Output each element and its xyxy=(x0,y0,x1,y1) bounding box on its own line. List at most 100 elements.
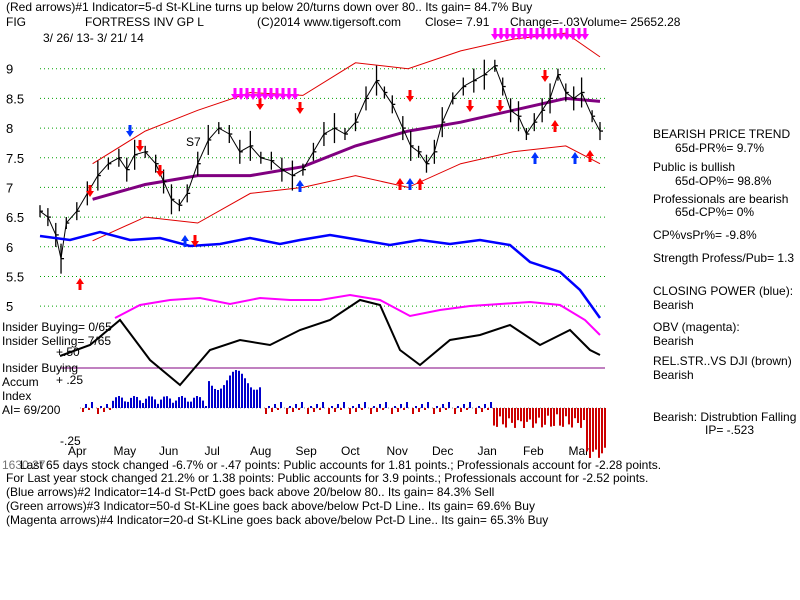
accum-bar xyxy=(232,371,234,408)
strength-ratio: Strength Profess/Pub= 1.3 xyxy=(653,251,795,265)
accum-bar xyxy=(400,404,402,408)
buy-arrow xyxy=(416,178,424,190)
accum-bar xyxy=(478,406,480,408)
accum-bar xyxy=(337,404,339,408)
accum-bar xyxy=(274,404,276,408)
accum-bar xyxy=(253,389,255,408)
accum-bar xyxy=(112,400,114,408)
accum-bar xyxy=(490,402,492,408)
accum-bar xyxy=(118,396,120,408)
footer-line-4: (Green arrows)#3 Indicator=50-d St-KLine… xyxy=(6,499,535,513)
accum-bar xyxy=(517,408,519,421)
signal-arrows xyxy=(76,28,594,290)
x-tick-label: Jul xyxy=(205,444,220,458)
sell-arrow xyxy=(497,28,505,40)
buy-arrow xyxy=(586,150,594,162)
buy-arrow xyxy=(551,120,559,132)
accum-bar xyxy=(358,404,360,408)
date-range: 3/ 26/ 13- 3/ 21/ 14 xyxy=(43,31,144,45)
insider-selling-ratio: Insider Selling= 7/65 xyxy=(2,334,112,348)
sell-arrow xyxy=(291,88,299,100)
sell-arrow xyxy=(249,88,257,100)
sell-arrow xyxy=(156,165,164,177)
sell-arrow xyxy=(243,88,251,100)
obv-value: Bearish xyxy=(653,334,694,348)
accum-bar xyxy=(121,397,123,408)
insider-buying-label: Insider Buying xyxy=(2,361,79,375)
public-status: Public is bullish xyxy=(653,160,736,174)
accum-bar xyxy=(151,396,153,408)
sell-arrow xyxy=(527,28,535,40)
distribution-status: Bearish: Distrubtion Falling xyxy=(653,410,797,424)
accum-bar xyxy=(244,378,246,408)
accum-bar xyxy=(526,408,528,422)
sell-arrow xyxy=(191,235,199,247)
accum-bar xyxy=(547,408,549,416)
accum-bar xyxy=(352,406,354,408)
accum-bar xyxy=(205,406,207,408)
plus-50-label: +.50 xyxy=(56,345,80,359)
accum-bar xyxy=(190,401,192,408)
pr-value: 65d-PR%= 9.7% xyxy=(675,141,765,155)
accum-bar xyxy=(298,408,300,410)
sell-arrow xyxy=(86,185,94,197)
accum-bar xyxy=(235,370,237,408)
sell-arrow xyxy=(296,102,304,114)
ai-label: AI= 69/200 xyxy=(2,403,61,417)
accum-bar xyxy=(256,389,258,408)
accum-bar xyxy=(592,408,594,452)
closing-power-line xyxy=(39,230,602,319)
accum-bar xyxy=(562,408,564,427)
accum-bar xyxy=(268,406,270,408)
accum-bar xyxy=(484,404,486,408)
accum-bar xyxy=(184,397,186,408)
footer-line-2: For Last year stock changed 21.2% or 1.3… xyxy=(6,471,649,485)
accum-bar xyxy=(559,408,561,426)
accum-bar xyxy=(316,404,318,408)
accum-bar xyxy=(571,408,573,428)
x-tick-label: Sep xyxy=(296,444,318,458)
buy-arrow xyxy=(76,278,84,290)
price-series xyxy=(39,59,603,274)
accum-bar xyxy=(289,406,291,408)
y-tick-label: 5.5 xyxy=(6,269,24,284)
footer-line-5: (Magenta arrows)#4 Indicator=20-d St-KLi… xyxy=(6,513,549,527)
accum-bar xyxy=(445,408,447,410)
accum-bar xyxy=(481,408,483,412)
y-tick-label: 6.5 xyxy=(6,210,24,225)
buy-arrow xyxy=(396,178,404,190)
accum-bar xyxy=(295,404,297,408)
accum-bar xyxy=(589,408,591,458)
minus-25-label: -.25 xyxy=(60,434,81,448)
op-value: 65d-OP%= 98.8% xyxy=(675,174,772,188)
accum-bar xyxy=(424,408,426,410)
y-axis-ticks: 9 8.5 8 7.5 7 6.5 6 5.5 5 xyxy=(6,62,24,314)
accum-bar xyxy=(502,408,504,425)
accum-bar xyxy=(523,408,525,428)
y-tick-label: 6 xyxy=(6,240,13,255)
accum-bar xyxy=(529,408,531,420)
accum-bar xyxy=(301,402,303,408)
ma-line xyxy=(92,96,601,201)
accum-bar xyxy=(187,401,189,408)
accum-bar xyxy=(313,408,315,412)
sell-arrow xyxy=(491,28,499,40)
volume-value: Volume= 25652.28 xyxy=(580,15,681,29)
accum-bar xyxy=(154,399,156,408)
sell-arrow xyxy=(267,88,275,100)
accum-bar xyxy=(376,408,378,412)
relstr-label: REL.STR..VS DJI (brown) xyxy=(653,354,792,368)
accum-bar xyxy=(355,408,357,412)
accum-bar xyxy=(136,396,138,408)
accum-bar xyxy=(181,396,183,408)
indicator-panels xyxy=(39,230,602,387)
x-tick-label: Jun xyxy=(159,444,178,458)
sell-arrow xyxy=(515,28,523,40)
accum-bar xyxy=(166,396,168,408)
ip-value: IP= -.523 xyxy=(705,423,755,437)
accum-bar xyxy=(91,402,93,408)
accum-bar xyxy=(595,408,597,450)
accum-bar xyxy=(148,396,150,408)
sell-arrow xyxy=(237,88,245,100)
